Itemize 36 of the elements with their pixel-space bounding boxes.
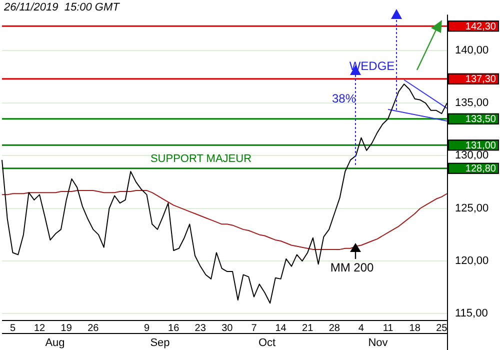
ref-line-label: 133,50 bbox=[465, 114, 496, 126]
x-tick-label: 11 bbox=[382, 322, 394, 334]
ref-line-label: 137,30 bbox=[465, 74, 496, 86]
y-tick-label: 115,00 bbox=[455, 308, 488, 320]
x-tick-label: 12 bbox=[34, 322, 46, 334]
text: Oct bbox=[258, 337, 276, 350]
annotation: MM 200 bbox=[330, 260, 374, 274]
text: Sep bbox=[150, 337, 170, 350]
x-tick-label: 4 bbox=[358, 322, 364, 334]
ref-line-label: 128,80 bbox=[465, 164, 496, 175]
annotation: WEDGE bbox=[349, 59, 395, 74]
x-tick-label: 19 bbox=[60, 322, 72, 334]
x-tick-label: 5 bbox=[10, 322, 16, 334]
ref-line-label: 142,30 bbox=[465, 21, 496, 32]
x-tick-label: 7 bbox=[251, 322, 258, 334]
y-tick-label: 120,00 bbox=[455, 255, 489, 268]
x-tick-label: 9 bbox=[144, 322, 150, 334]
y-tick-label: 125,00 bbox=[455, 202, 489, 214]
x-tick-label: 23 bbox=[194, 322, 206, 334]
text: Aug bbox=[45, 337, 65, 350]
text: 26/11/2019 15:00 GMT bbox=[3, 2, 121, 14]
y-tick-label: 135,00 bbox=[455, 97, 489, 110]
x-tick-label: 16 bbox=[168, 322, 180, 334]
x-tick-label: 21 bbox=[302, 322, 314, 334]
x-tick-label: 18 bbox=[409, 322, 421, 334]
annotation: SUPPORT MAJEUR bbox=[150, 152, 252, 165]
x-tick-label: 14 bbox=[275, 322, 287, 334]
y-tick-label: 140,00 bbox=[455, 44, 489, 56]
x-tick-label: 25 bbox=[436, 322, 448, 334]
text: Nov bbox=[368, 337, 388, 350]
x-tick-label: 28 bbox=[328, 322, 340, 334]
x-tick-label: 30 bbox=[222, 322, 234, 334]
ref-line-label: 131,00 bbox=[465, 140, 496, 152]
x-tick-label: 26 bbox=[88, 322, 100, 334]
annotation: 38% bbox=[332, 91, 356, 106]
y-tick-label: 130,00 bbox=[455, 150, 489, 162]
